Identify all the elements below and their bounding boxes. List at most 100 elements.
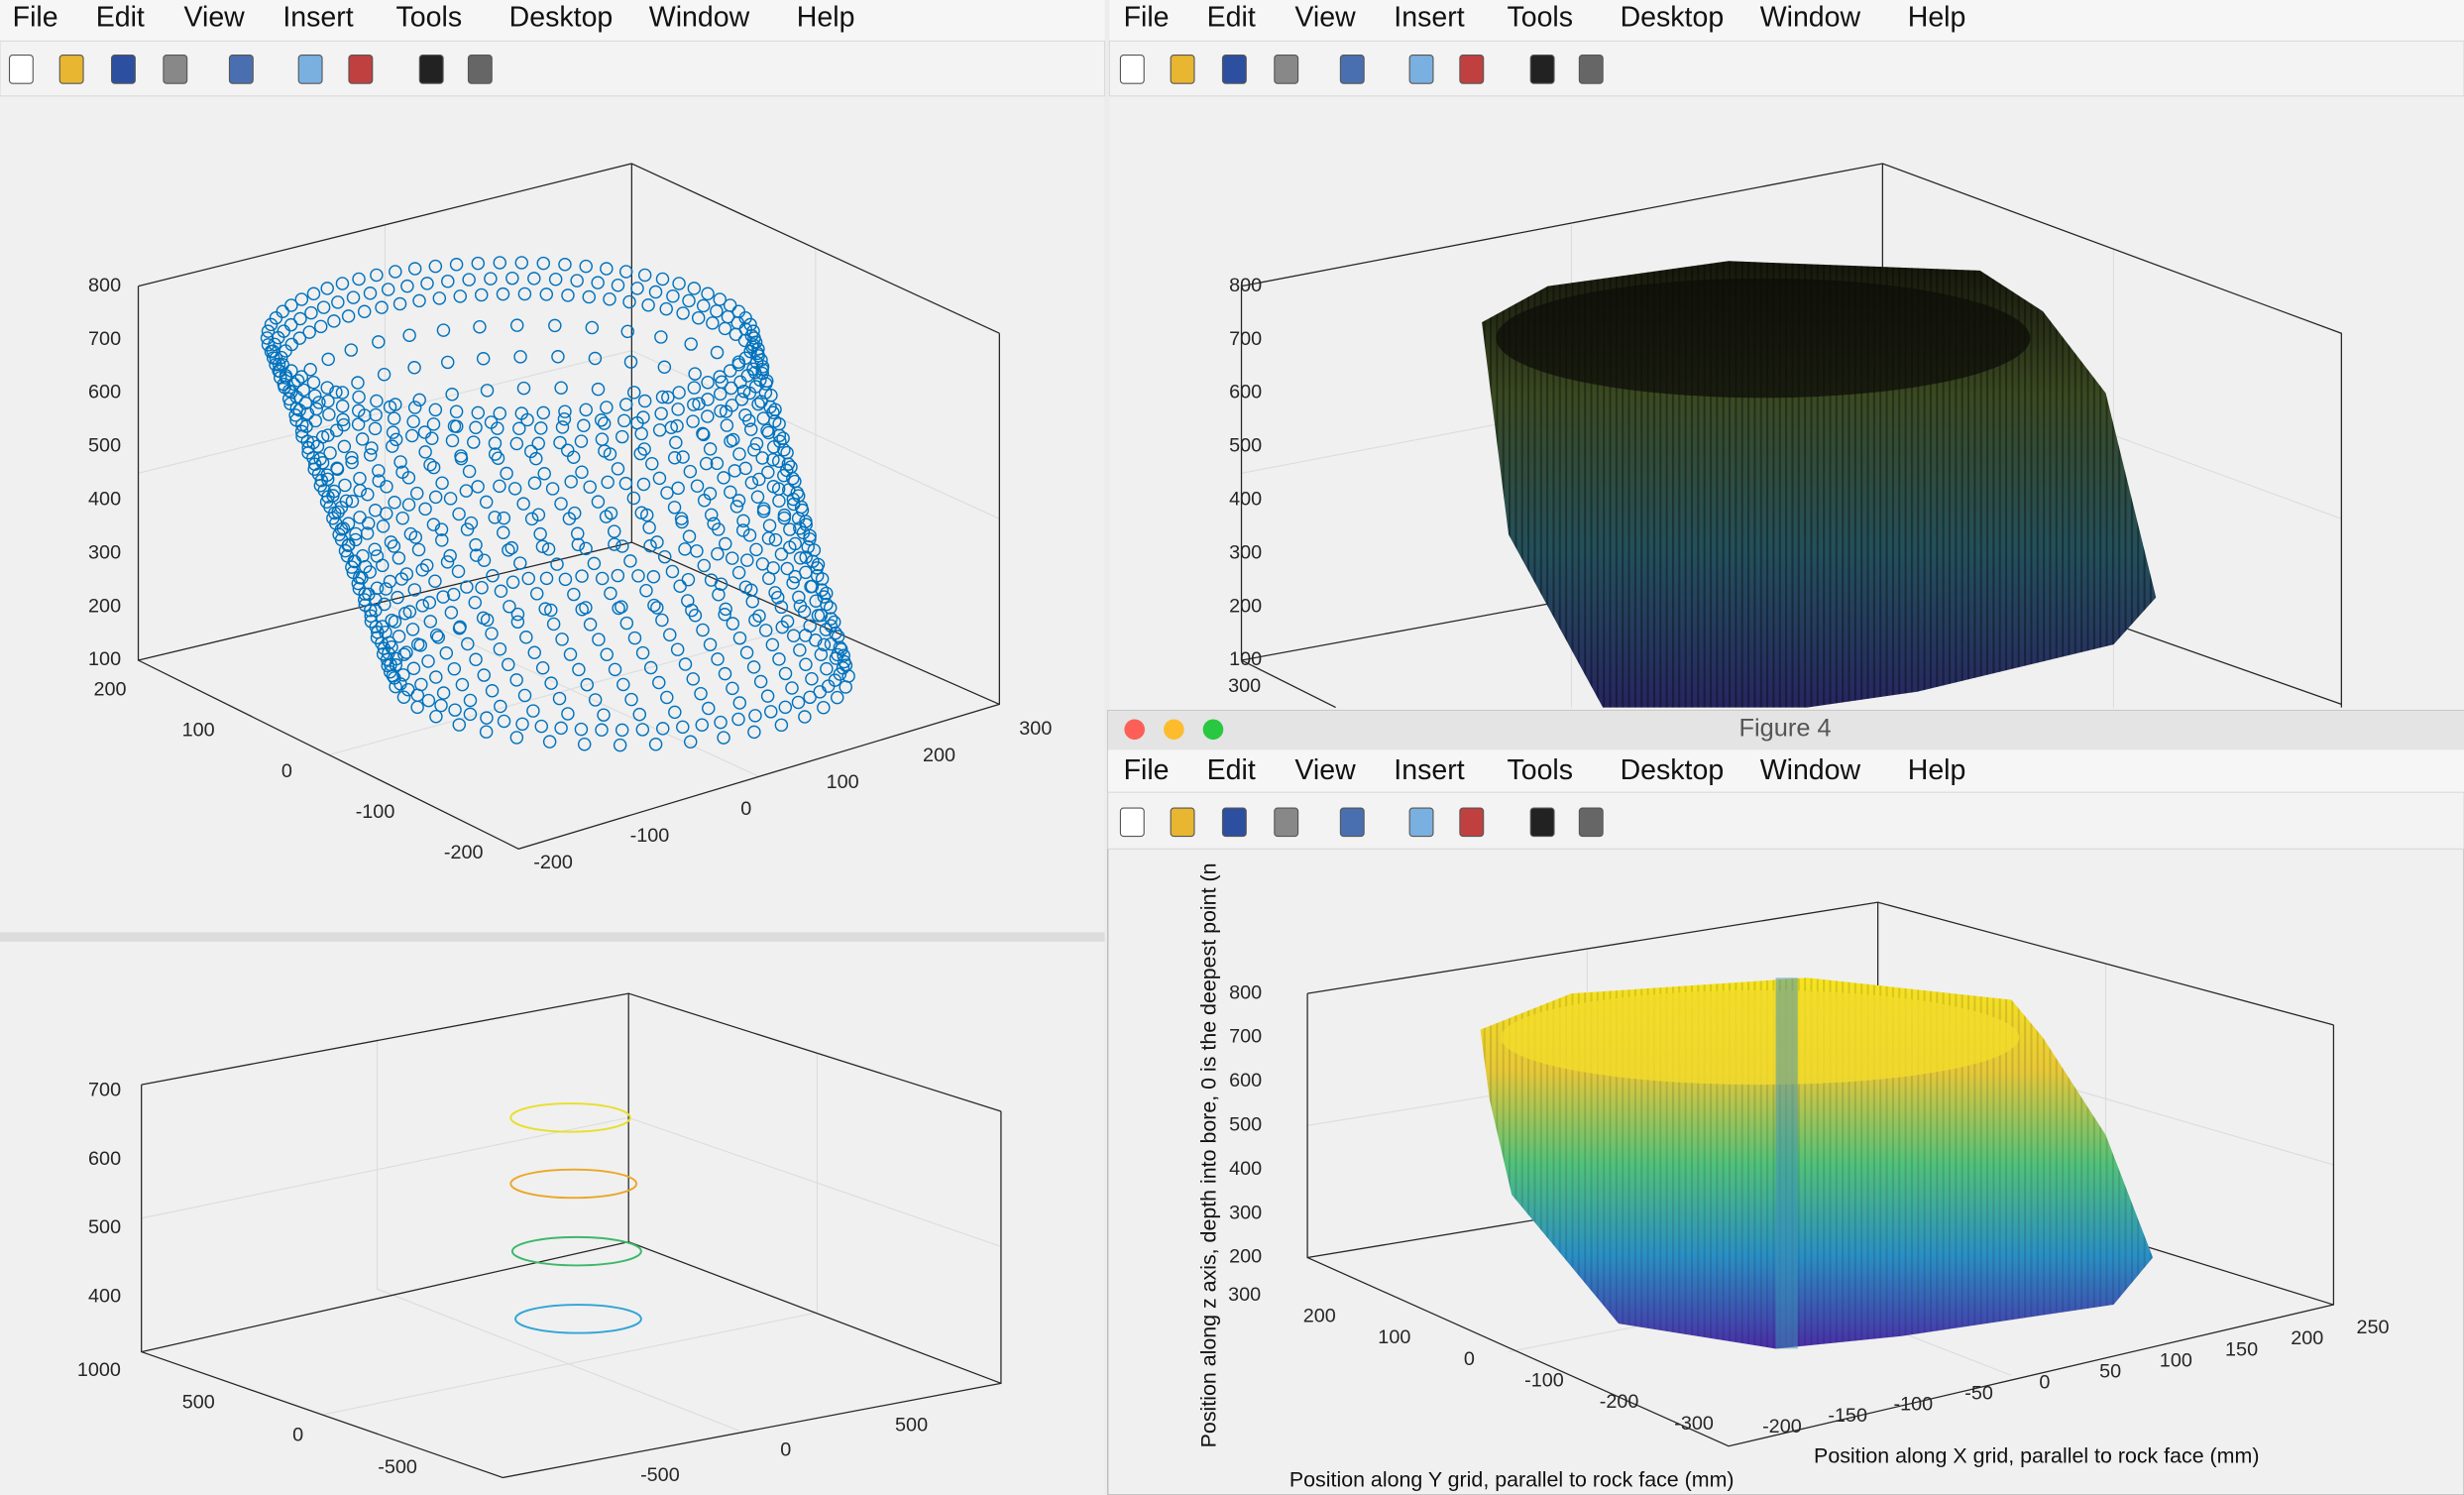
- point: [496, 287, 510, 301]
- menu-item[interactable]: Window: [1760, 2, 1861, 34]
- point: [507, 482, 522, 496]
- point: [572, 662, 586, 677]
- menu-item[interactable]: Window: [649, 2, 750, 34]
- point: [415, 563, 429, 577]
- toolbar-button[interactable]: [111, 55, 136, 84]
- menu-item[interactable]: File: [13, 2, 58, 34]
- point: [517, 287, 532, 301]
- point: [293, 311, 307, 326]
- point: [591, 276, 605, 289]
- point: [652, 675, 666, 690]
- menu-item[interactable]: Window: [1760, 754, 1861, 786]
- menu-item[interactable]: Desktop: [509, 2, 614, 34]
- toolbar-button[interactable]: [163, 55, 188, 84]
- toolbar-button[interactable]: [1274, 807, 1299, 838]
- menu-item[interactable]: View: [1294, 754, 1356, 786]
- menu-item[interactable]: Edit: [96, 2, 145, 34]
- toolbar-button[interactable]: [348, 55, 374, 84]
- menu-item[interactable]: Tools: [1507, 2, 1573, 34]
- menu-item[interactable]: Help: [1908, 2, 1966, 34]
- menu-item[interactable]: View: [183, 2, 245, 34]
- toolbar-button[interactable]: [1339, 807, 1365, 838]
- point: [648, 285, 663, 299]
- toolbar-button[interactable]: [228, 55, 254, 84]
- toolbar-button[interactable]: [1274, 55, 1299, 84]
- toolbar-button[interactable]: [1339, 55, 1365, 84]
- point: [636, 477, 651, 492]
- y-tick-label: 300: [1228, 1284, 1261, 1306]
- point: [358, 408, 372, 422]
- point: [595, 723, 609, 738]
- point: [756, 502, 771, 516]
- toolbar-button[interactable]: [1459, 807, 1485, 838]
- z-tick-label: 100: [1229, 648, 1262, 670]
- toolbar: [1107, 791, 2464, 850]
- toolbar-button[interactable]: [467, 55, 493, 84]
- toolbar-button[interactable]: [1170, 55, 1195, 84]
- point: [480, 384, 495, 398]
- menu-item[interactable]: File: [1124, 2, 1170, 34]
- minimize-button[interactable]: [1164, 719, 1184, 741]
- point: [711, 546, 725, 561]
- toolbar-button[interactable]: [297, 55, 323, 84]
- zoom-button[interactable]: [1202, 719, 1224, 741]
- point: [710, 304, 724, 318]
- toolbar-button[interactable]: [1529, 807, 1555, 838]
- close-button[interactable]: [1124, 719, 1146, 741]
- toolbar-button[interactable]: [58, 55, 84, 84]
- point: [616, 539, 629, 553]
- menu-item[interactable]: File: [1124, 754, 1170, 786]
- point: [839, 680, 852, 694]
- point: [402, 605, 417, 619]
- toolbar-button[interactable]: [1578, 55, 1604, 84]
- menu-item[interactable]: Edit: [1207, 754, 1256, 786]
- menu-item[interactable]: Help: [1908, 754, 1966, 786]
- menu-item[interactable]: Insert: [1394, 2, 1464, 34]
- point: [618, 476, 633, 491]
- toolbar-button[interactable]: [1529, 55, 1555, 84]
- menu-item[interactable]: Tools: [396, 2, 463, 34]
- point: [748, 613, 762, 628]
- menu-item[interactable]: Desktop: [1621, 754, 1725, 786]
- toolbar-button[interactable]: [1408, 55, 1434, 84]
- toolbar-button[interactable]: [1119, 55, 1145, 84]
- menu-item[interactable]: Edit: [1207, 2, 1256, 34]
- z-tick-label: 700: [88, 328, 121, 350]
- toolbar-button[interactable]: [1459, 55, 1485, 84]
- point: [321, 428, 335, 442]
- point: [279, 369, 293, 383]
- point: [783, 522, 797, 536]
- point: [412, 393, 426, 407]
- point: [768, 532, 783, 547]
- point: [536, 256, 550, 271]
- menu-item[interactable]: Tools: [1507, 754, 1573, 786]
- toolbar-button[interactable]: [1221, 807, 1247, 838]
- menu-item[interactable]: Desktop: [1621, 2, 1725, 34]
- menu-bar: [1109, 0, 2464, 42]
- z-tick-label: 400: [1229, 489, 1262, 511]
- toolbar-button[interactable]: [1119, 807, 1145, 838]
- point: [558, 404, 572, 418]
- point: [321, 352, 335, 367]
- toolbar-button[interactable]: [1408, 807, 1434, 838]
- point: [760, 423, 774, 438]
- menu-item[interactable]: Insert: [1394, 754, 1464, 786]
- toolbar-button[interactable]: [1221, 55, 1247, 84]
- point: [696, 623, 710, 637]
- point: [429, 670, 443, 684]
- point: [533, 526, 547, 541]
- toolbar-button[interactable]: [418, 55, 444, 84]
- toolbar-button[interactable]: [8, 55, 34, 84]
- menu-item[interactable]: Insert: [282, 2, 353, 34]
- point: [464, 516, 479, 530]
- point: [407, 262, 422, 276]
- point: [701, 287, 715, 300]
- toolbar-button[interactable]: [1578, 807, 1604, 838]
- point: [533, 421, 548, 435]
- point: [345, 560, 359, 574]
- toolbar-button[interactable]: [1170, 807, 1195, 838]
- menu-item[interactable]: View: [1294, 2, 1356, 34]
- point: [731, 494, 746, 508]
- point: [347, 554, 361, 568]
- menu-item[interactable]: Help: [797, 2, 855, 34]
